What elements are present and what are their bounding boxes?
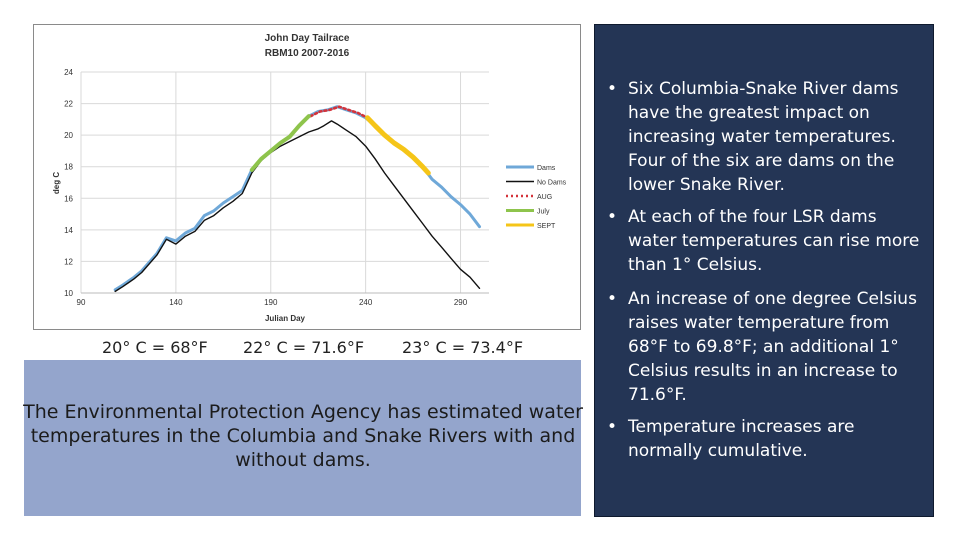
y-tick-label-24: 24 <box>64 68 73 77</box>
conversion-22c: 22° C = 71.6°F <box>243 338 365 357</box>
y-tick-label-18: 18 <box>64 163 73 172</box>
bullet-marker: • <box>607 207 618 227</box>
bullet-marker: • <box>607 79 618 99</box>
info-panel: • Six Columbia-Snake River dams have the… <box>594 24 934 517</box>
bullet-text: An increase of one degree Celsius raises… <box>628 289 917 405</box>
series-line-no-dams <box>114 120 481 293</box>
temperature-chart: 10 12 14 16 18 20 22 24 90 140 190 240 290 John Day T… <box>52 33 567 323</box>
bullet-marker: • <box>607 289 618 309</box>
x-tick-label-90: 90 <box>77 298 86 307</box>
bullet-dam-impact: • Six Columbia-Snake River dams have the… <box>607 77 925 197</box>
series-line-july <box>249 114 311 172</box>
epa-statement: The Environmental Protection Agency has … <box>23 401 583 471</box>
legend-label-dams: Dams <box>537 165 556 172</box>
legend-label-july: July <box>537 209 550 216</box>
x-tick-label-190: 190 <box>264 298 278 307</box>
x-axis-label: Julian Day <box>265 314 306 323</box>
y-tick-label-16: 16 <box>64 194 73 203</box>
y-tick-label-20: 20 <box>64 131 73 140</box>
x-tick-label-290: 290 <box>454 298 468 307</box>
chart-subtitle: RBM10 2007-2016 <box>265 48 350 59</box>
y-tick-label-14: 14 <box>64 226 73 235</box>
x-tick-label-140: 140 <box>169 298 183 307</box>
legend-label-aug: AUG <box>537 194 552 201</box>
bullet-text: Temperature increases are normally cumul… <box>628 417 855 461</box>
legend-label-no-dams: No Dams <box>537 180 567 187</box>
bullet-degree-increase: • An increase of one degree Celsius rais… <box>607 287 925 407</box>
y-tick-label-12: 12 <box>64 257 73 266</box>
y-tick-label-22: 22 <box>64 100 73 109</box>
legend-label-sept: SEPT <box>537 223 556 230</box>
chart-title: John Day Tailrace <box>265 33 350 44</box>
bullet-marker: • <box>607 417 618 437</box>
bullet-text: Six Columbia-Snake River dams have the g… <box>628 79 899 195</box>
chart-frame: 10 12 14 16 18 20 22 24 90 140 190 240 290 John Day T… <box>33 24 581 330</box>
series-line-aug <box>309 105 369 120</box>
y-axis-label: deg C <box>52 172 61 194</box>
bullet-text: At each of the four LSR dams water tempe… <box>628 207 920 275</box>
bullet-lsr-rise: • At each of the four LSR dams water tem… <box>607 205 925 277</box>
x-tick-label-240: 240 <box>359 298 373 307</box>
series-line-sept <box>365 115 431 176</box>
conversion-20c: 20° C = 68°F <box>102 338 208 357</box>
y-tick-label-10: 10 <box>64 289 73 298</box>
bullet-cumulative: • Temperature increases are normally cum… <box>607 415 925 463</box>
epa-box <box>24 360 581 516</box>
conversion-23c: 23° C = 73.4°F <box>402 338 524 357</box>
